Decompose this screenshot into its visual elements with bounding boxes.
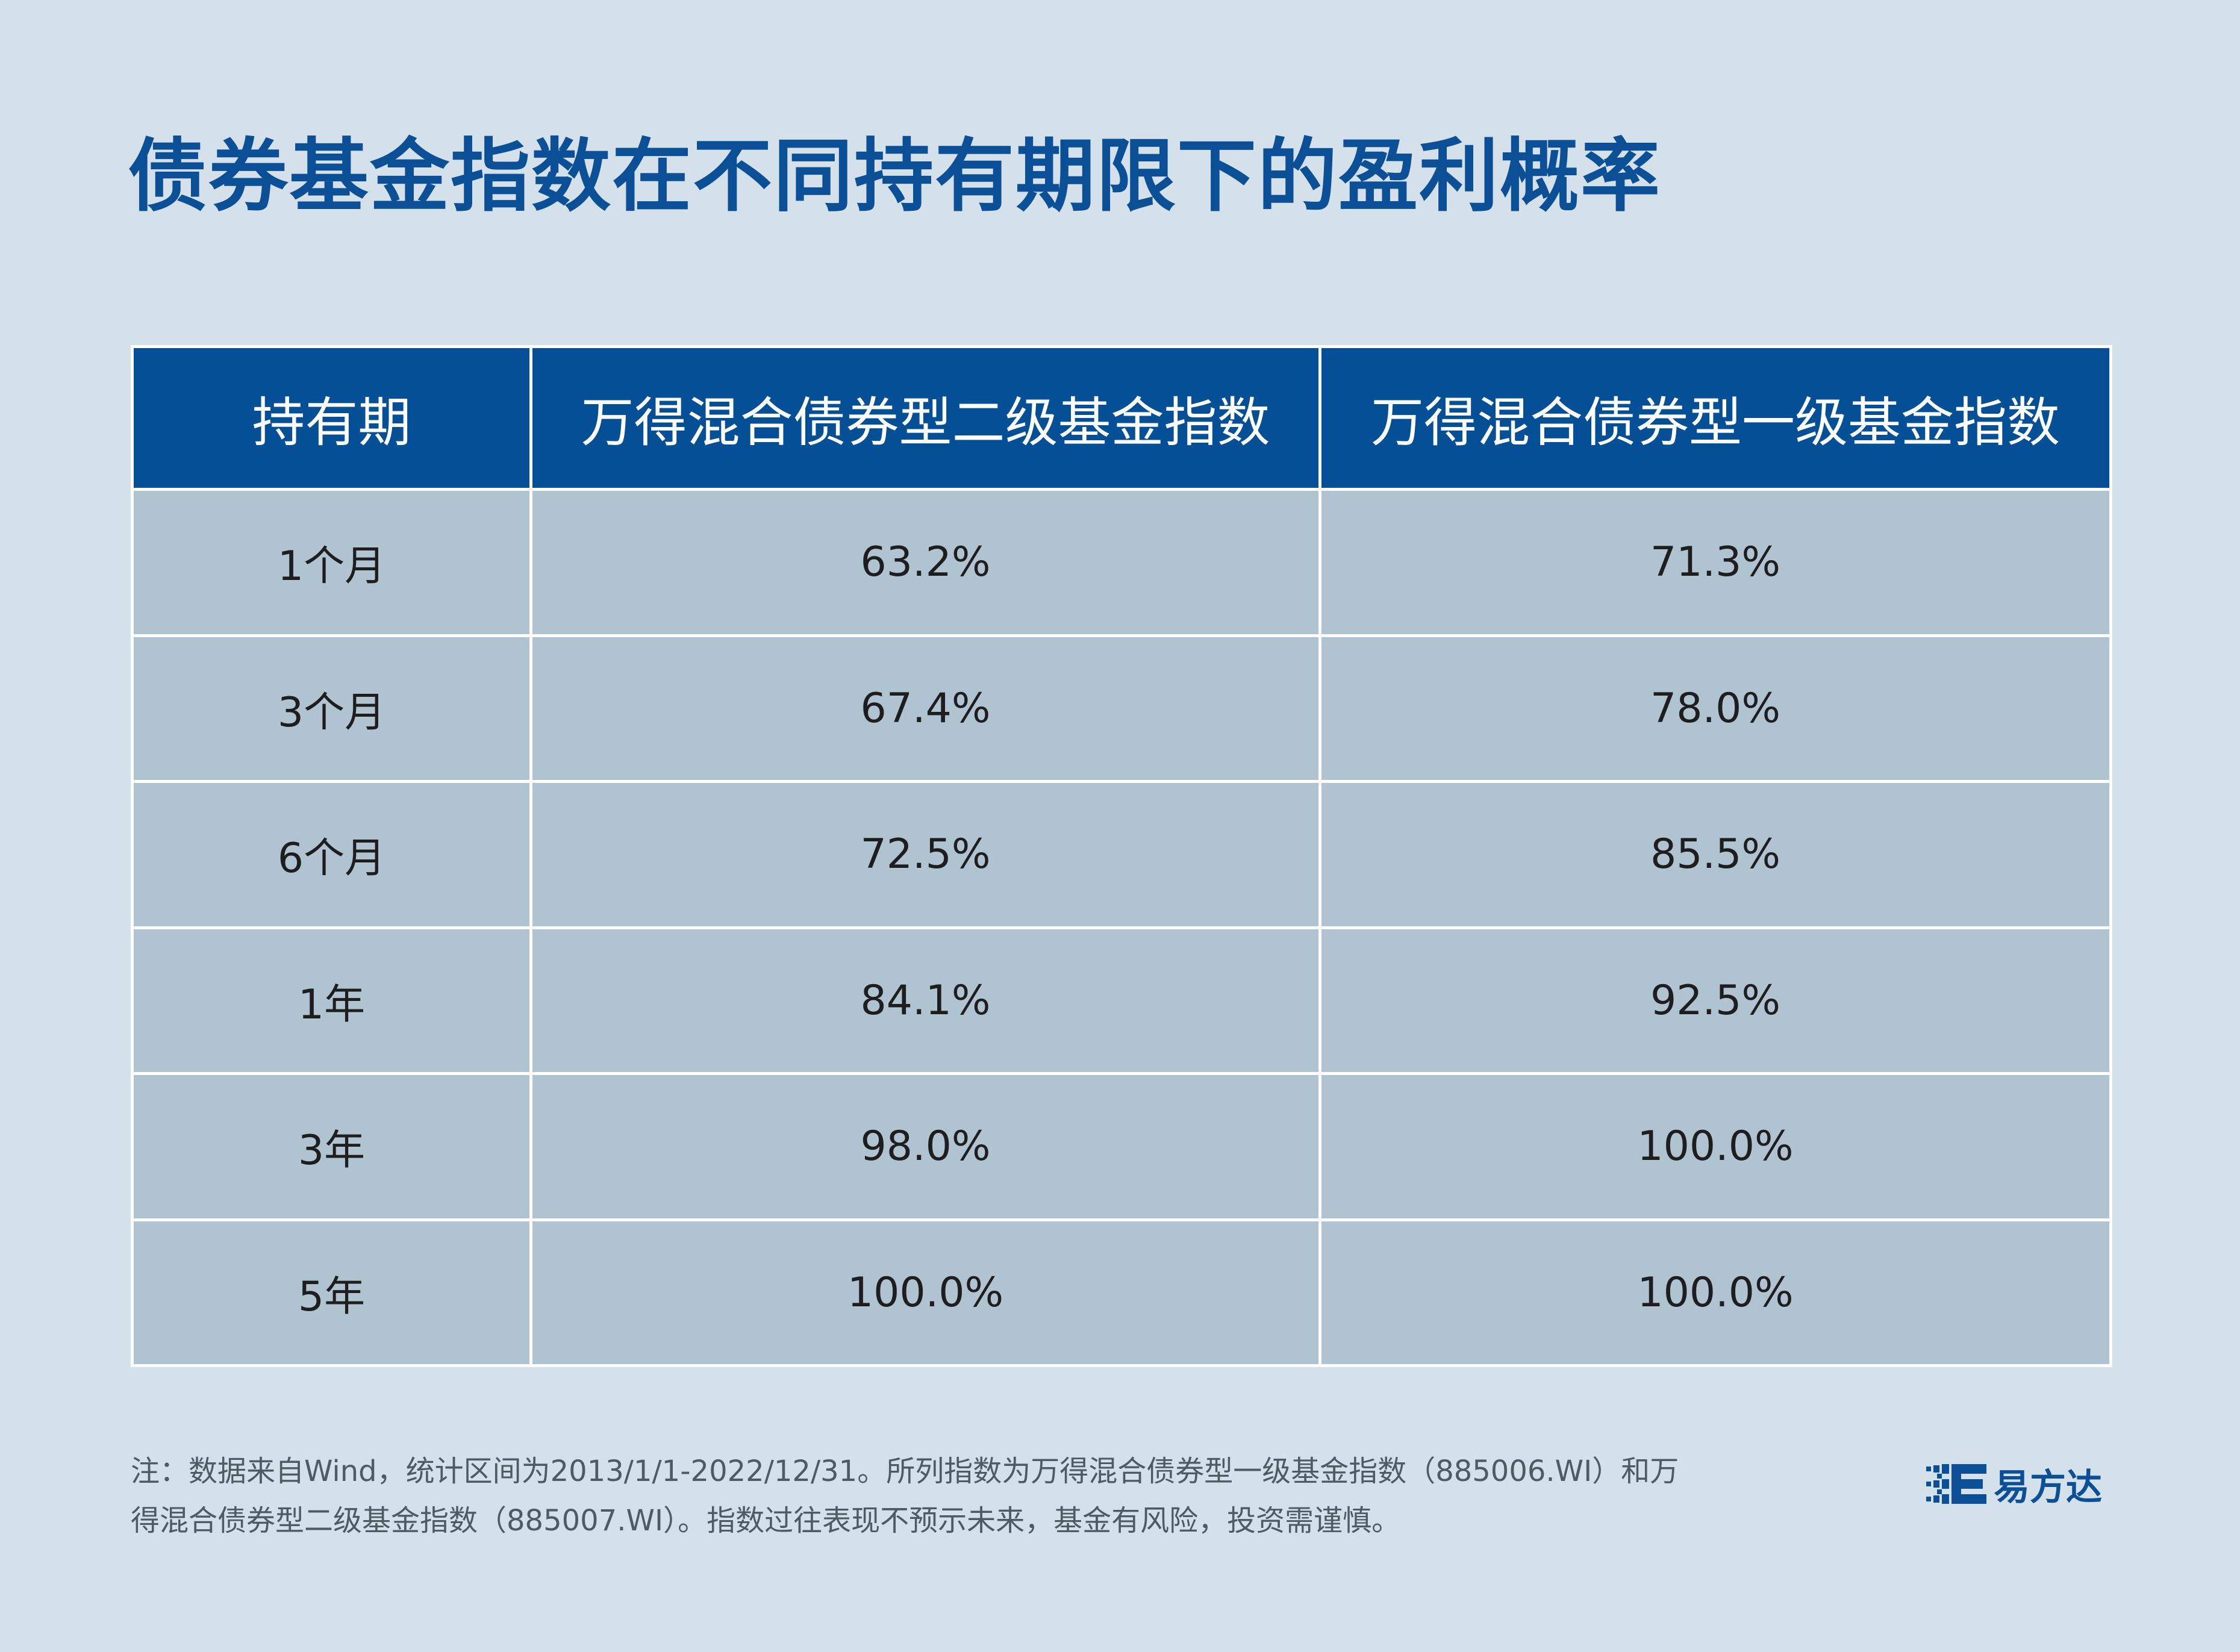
cell-period: 3个月 [131, 634, 532, 783]
cell-period: 1个月 [131, 488, 532, 637]
header-level1-index: 万得混合债券型一级基金指数 [1318, 345, 2112, 491]
cell-period: 1年 [131, 926, 532, 1075]
header-level2-index: 万得混合债券型二级基金指数 [529, 345, 1321, 491]
table-row: 6个月 72.5% 85.5% [131, 780, 2112, 929]
data-table-container: 持有期 万得混合债券型二级基金指数 万得混合债券型一级基金指数 1个月 63.2… [131, 345, 2112, 1367]
cell-level2: 67.4% [529, 634, 1321, 783]
cell-level1: 78.0% [1318, 634, 2112, 783]
cell-period: 5年 [131, 1218, 532, 1367]
logo-text: 易方达 [1994, 1466, 2102, 1509]
cell-level1: 92.5% [1318, 926, 2112, 1075]
table-row: 1年 84.1% 92.5% [131, 926, 2112, 1075]
brand-logo: 易方达 [1926, 1460, 2102, 1509]
cell-level2: 100.0% [529, 1218, 1321, 1367]
footnote: 注：数据来自Wind，统计区间为2013/1/1-2022/12/31。所列指数… [131, 1447, 1757, 1545]
table-row: 3个月 67.4% 78.0% [131, 634, 2112, 783]
cell-level1: 85.5% [1318, 780, 2112, 929]
cell-level2: 63.2% [529, 488, 1321, 637]
e-fund-logo-icon [1926, 1464, 1986, 1504]
footnote-line-1: 注：数据来自Wind，统计区间为2013/1/1-2022/12/31。所列指数… [131, 1454, 1679, 1488]
table-row: 1个月 63.2% 71.3% [131, 488, 2112, 637]
cell-level2: 98.0% [529, 1072, 1321, 1221]
table-row: 3年 98.0% 100.0% [131, 1072, 2112, 1221]
cell-level1: 100.0% [1318, 1218, 2112, 1367]
footnote-line-2: 得混合债券型二级基金指数（885007.WI）。指数过往表现不预示未来，基金有风… [131, 1504, 1401, 1538]
data-table: 持有期 万得混合债券型二级基金指数 万得混合债券型一级基金指数 1个月 63.2… [131, 345, 2112, 1367]
header-period: 持有期 [131, 345, 532, 491]
page-title: 债券基金指数在不同持有期限下的盈利概率 [128, 130, 1661, 223]
table-row: 5年 100.0% 100.0% [131, 1218, 2112, 1367]
cell-period: 3年 [131, 1072, 532, 1221]
cell-level1: 100.0% [1318, 1072, 2112, 1221]
cell-level2: 84.1% [529, 926, 1321, 1075]
cell-period: 6个月 [131, 780, 532, 929]
table-header-row: 持有期 万得混合债券型二级基金指数 万得混合债券型一级基金指数 [131, 345, 2112, 491]
cell-level2: 72.5% [529, 780, 1321, 929]
cell-level1: 71.3% [1318, 488, 2112, 637]
